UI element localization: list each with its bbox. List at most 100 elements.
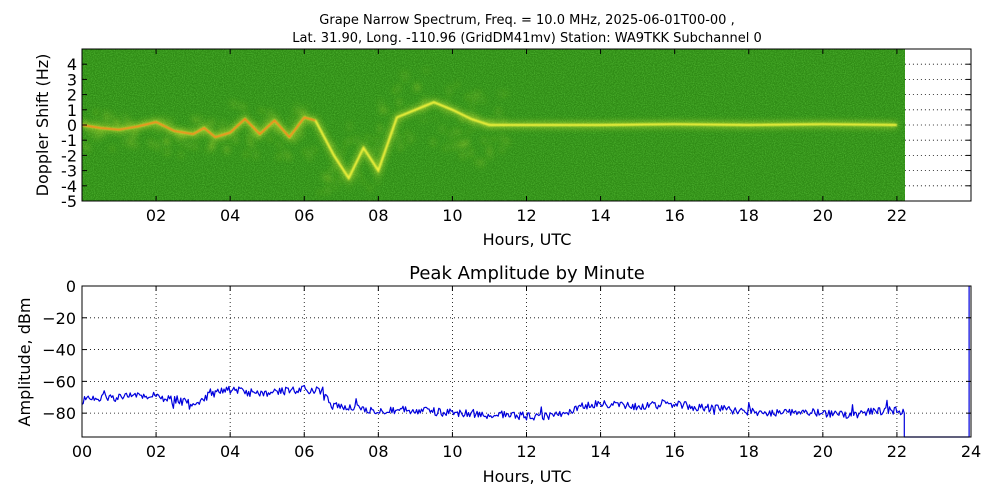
spectrogram-speckle bbox=[222, 135, 225, 139]
spectrogram-speckle bbox=[443, 108, 446, 114]
spectrogram-speckle bbox=[462, 154, 465, 158]
spectrogram-speckle bbox=[356, 136, 358, 144]
spectrogram-speckle bbox=[399, 144, 402, 150]
spectrogram-speckle bbox=[95, 110, 97, 115]
spectrogram-speckle bbox=[330, 169, 332, 175]
spectrogram-speckle bbox=[193, 119, 195, 122]
spectrogram-speckle bbox=[131, 134, 133, 142]
spectrogram-speckle bbox=[335, 185, 337, 189]
spectrogram-speckle bbox=[354, 180, 357, 183]
spectrogram-speckle bbox=[195, 135, 198, 140]
spectrogram-speckle bbox=[326, 187, 329, 194]
spectrogram-speckle bbox=[131, 121, 133, 127]
spectrogram-speckle bbox=[210, 142, 212, 149]
spectrogram-speckle bbox=[482, 97, 485, 103]
spectrogram-speckle bbox=[471, 111, 473, 118]
spectrogram-speckle bbox=[358, 173, 360, 177]
spectrogram-speckle bbox=[153, 125, 156, 131]
spectrogram-speckle bbox=[500, 90, 502, 98]
spectrogram-speckle bbox=[450, 131, 452, 139]
spectrogram-speckle bbox=[255, 152, 257, 158]
spectrogram-speckle bbox=[239, 104, 241, 107]
spectrogram-speckle bbox=[501, 140, 504, 143]
spectrogram-speckle bbox=[211, 119, 213, 126]
spectrogram-speckle bbox=[347, 171, 350, 175]
spectrogram-speckle bbox=[406, 131, 408, 135]
spectrogram-speckle bbox=[254, 128, 256, 136]
spectrogram-speckle bbox=[160, 117, 163, 124]
spectrogram-speckle bbox=[489, 152, 491, 158]
spectrogram-speckle bbox=[157, 128, 160, 132]
spectrogram-speckle bbox=[86, 145, 89, 151]
spectrogram-speckle bbox=[105, 117, 108, 121]
spectrogram-speckle bbox=[202, 128, 204, 133]
spectrogram-y-tick-label: 1 bbox=[67, 101, 77, 120]
spectrogram-speckle bbox=[202, 133, 205, 137]
spectrogram-speckle bbox=[453, 144, 456, 150]
spectrogram-speckle bbox=[166, 149, 169, 155]
amplitude-x-tick-label: 14 bbox=[590, 442, 610, 461]
spectrogram-y-tick-label: 4 bbox=[67, 55, 77, 74]
spectrogram-speckle bbox=[398, 135, 400, 142]
spectrogram-speckle bbox=[89, 130, 91, 136]
spectrogram-speckle bbox=[184, 130, 187, 138]
spectrogram-speckle bbox=[300, 131, 302, 138]
spectrogram-speckle bbox=[495, 119, 498, 122]
spectrogram-speckle bbox=[488, 146, 491, 153]
spectrogram-speckle bbox=[446, 144, 449, 149]
spectrogram-speckle bbox=[260, 109, 263, 113]
amplitude-y-axis-label: Amplitude, dBm bbox=[15, 298, 34, 427]
amplitude-x-axis-label: Hours, UTC bbox=[483, 467, 572, 486]
spectrogram-speckle bbox=[103, 133, 105, 136]
spectrogram-speckle bbox=[192, 116, 195, 120]
spectrogram-speckle bbox=[344, 142, 347, 145]
spectrogram-speckle bbox=[301, 122, 303, 127]
spectrogram-speckle bbox=[123, 140, 125, 145]
spectrogram-x-axis-label: Hours, UTC bbox=[483, 230, 572, 249]
spectrogram-speckle bbox=[288, 154, 290, 159]
spectrogram-speckle bbox=[379, 125, 381, 132]
figure-title-line1: Grape Narrow Spectrum, Freq. = 10.0 MHz,… bbox=[319, 13, 734, 28]
spectrogram-speckle bbox=[177, 134, 179, 141]
amplitude-x-tick-label: 20 bbox=[813, 442, 833, 461]
spectrogram-speckle bbox=[302, 108, 304, 116]
spectrogram-y-tick-label: 2 bbox=[67, 86, 77, 105]
spectrogram-speckle bbox=[145, 124, 148, 128]
spectrogram-speckle bbox=[204, 121, 207, 127]
spectrogram-speckle bbox=[325, 175, 327, 180]
amplitude-x-tick-label: 06 bbox=[294, 442, 314, 461]
spectrogram-speckle bbox=[115, 120, 117, 125]
spectrogram-speckle bbox=[222, 120, 224, 125]
spectrogram-speckle bbox=[473, 124, 476, 130]
spectrogram-speckle bbox=[165, 117, 167, 125]
spectrogram-speckle bbox=[340, 174, 342, 177]
spectrogram-speckle bbox=[328, 176, 330, 182]
spectrogram-speckle bbox=[105, 120, 108, 124]
spectrogram-speckle bbox=[369, 186, 372, 190]
spectrogram-image bbox=[82, 49, 905, 201]
spectrogram-speckle bbox=[309, 120, 312, 126]
spectrogram-speckle bbox=[374, 147, 376, 151]
spectrogram-speckle bbox=[110, 114, 113, 118]
spectrogram-speckle bbox=[370, 138, 372, 141]
spectrogram-speckle bbox=[269, 137, 271, 141]
amplitude-x-tick-label: 00 bbox=[72, 442, 92, 461]
spectrogram-speckle bbox=[505, 92, 507, 95]
spectrogram-speckle bbox=[123, 133, 126, 138]
amplitude-x-ticks: 00 02 04 06 08 10 12 14 16 18 20 22 24 bbox=[72, 286, 981, 461]
spectrogram-speckle bbox=[473, 92, 475, 95]
spectrogram-speckle bbox=[371, 154, 374, 161]
spectrogram-y-tick-label: 0 bbox=[67, 116, 77, 135]
amplitude-x-tick-label: 16 bbox=[664, 442, 684, 461]
spectrogram-speckle bbox=[294, 136, 297, 142]
spectrogram-speckle bbox=[487, 120, 489, 123]
spectrogram-speckle bbox=[422, 105, 425, 111]
spectrogram-speckle bbox=[97, 119, 99, 126]
spectrogram-speckle bbox=[458, 130, 460, 135]
spectrogram-speckle bbox=[296, 104, 298, 108]
spectrogram-speckle bbox=[194, 143, 197, 149]
spectrogram-speckle bbox=[349, 123, 351, 130]
doppler-trace-group bbox=[82, 101, 897, 181]
amplitude-x-tick-label: 24 bbox=[961, 442, 981, 461]
spectrogram-speckle bbox=[278, 154, 280, 159]
